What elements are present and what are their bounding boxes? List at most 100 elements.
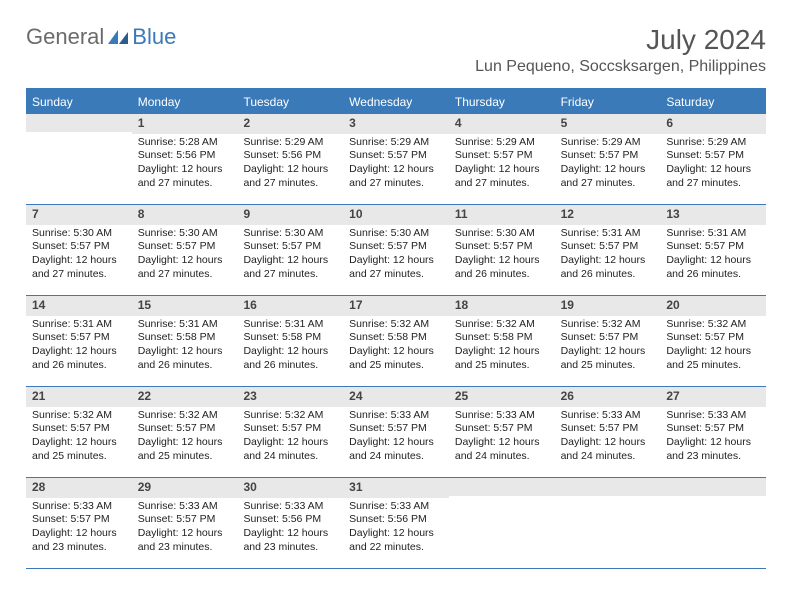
cell-body: Sunrise: 5:33 AMSunset: 5:56 PMDaylight:…: [237, 498, 343, 561]
calendar-cell: 25Sunrise: 5:33 AMSunset: 5:57 PMDayligh…: [449, 387, 555, 477]
day-number: 12: [555, 205, 661, 225]
sunset-text: Sunset: 5:57 PM: [455, 240, 549, 254]
daylight-text: Daylight: 12 hours and 26 minutes.: [561, 254, 655, 281]
sunrise-text: Sunrise: 5:31 AM: [666, 227, 760, 241]
sunrise-text: Sunrise: 5:33 AM: [349, 500, 443, 514]
sunrise-text: Sunrise: 5:29 AM: [243, 136, 337, 150]
daylight-text: Daylight: 12 hours and 26 minutes.: [32, 345, 126, 372]
sunset-text: Sunset: 5:57 PM: [138, 422, 232, 436]
cell-body: Sunrise: 5:33 AMSunset: 5:57 PMDaylight:…: [343, 407, 449, 470]
day-number: 17: [343, 296, 449, 316]
cell-body: Sunrise: 5:32 AMSunset: 5:57 PMDaylight:…: [26, 407, 132, 470]
cell-body: Sunrise: 5:32 AMSunset: 5:57 PMDaylight:…: [132, 407, 238, 470]
calendar-cell: 12Sunrise: 5:31 AMSunset: 5:57 PMDayligh…: [555, 205, 661, 295]
daylight-text: Daylight: 12 hours and 25 minutes.: [455, 345, 549, 372]
sunset-text: Sunset: 5:57 PM: [32, 331, 126, 345]
daylight-text: Daylight: 12 hours and 24 minutes.: [243, 436, 337, 463]
sunset-text: Sunset: 5:56 PM: [349, 513, 443, 527]
daylight-text: Daylight: 12 hours and 24 minutes.: [455, 436, 549, 463]
cell-body: Sunrise: 5:31 AMSunset: 5:57 PMDaylight:…: [555, 225, 661, 288]
sunrise-text: Sunrise: 5:30 AM: [138, 227, 232, 241]
cell-body: Sunrise: 5:29 AMSunset: 5:56 PMDaylight:…: [237, 134, 343, 197]
cell-body: Sunrise: 5:33 AMSunset: 5:57 PMDaylight:…: [132, 498, 238, 561]
calendar-cell: 21Sunrise: 5:32 AMSunset: 5:57 PMDayligh…: [26, 387, 132, 477]
location: Lun Pequeno, Soccsksargen, Philippines: [475, 58, 766, 76]
calendar-cell: 3Sunrise: 5:29 AMSunset: 5:57 PMDaylight…: [343, 114, 449, 204]
calendar-cell: 23Sunrise: 5:32 AMSunset: 5:57 PMDayligh…: [237, 387, 343, 477]
daylight-text: Daylight: 12 hours and 26 minutes.: [666, 254, 760, 281]
dayhead-saturday: Saturday: [660, 90, 766, 114]
sunset-text: Sunset: 5:57 PM: [561, 422, 655, 436]
cell-body: Sunrise: 5:29 AMSunset: 5:57 PMDaylight:…: [555, 134, 661, 197]
month-title: July 2024: [475, 24, 766, 56]
sunset-text: Sunset: 5:57 PM: [32, 240, 126, 254]
calendar-cell: 26Sunrise: 5:33 AMSunset: 5:57 PMDayligh…: [555, 387, 661, 477]
calendar-cell: 1Sunrise: 5:28 AMSunset: 5:56 PMDaylight…: [132, 114, 238, 204]
cell-body: [555, 496, 661, 504]
day-number: 26: [555, 387, 661, 407]
cell-body: Sunrise: 5:32 AMSunset: 5:57 PMDaylight:…: [555, 316, 661, 379]
sunset-text: Sunset: 5:57 PM: [666, 240, 760, 254]
daylight-text: Daylight: 12 hours and 27 minutes.: [561, 163, 655, 190]
day-number: 18: [449, 296, 555, 316]
sunset-text: Sunset: 5:57 PM: [561, 149, 655, 163]
sunset-text: Sunset: 5:57 PM: [349, 422, 443, 436]
calendar-cell: 10Sunrise: 5:30 AMSunset: 5:57 PMDayligh…: [343, 205, 449, 295]
sunrise-text: Sunrise: 5:32 AM: [32, 409, 126, 423]
sunrise-text: Sunrise: 5:33 AM: [561, 409, 655, 423]
day-number: 11: [449, 205, 555, 225]
sunset-text: Sunset: 5:56 PM: [243, 513, 337, 527]
daylight-text: Daylight: 12 hours and 23 minutes.: [243, 527, 337, 554]
daylight-text: Daylight: 12 hours and 27 minutes.: [349, 163, 443, 190]
daylight-text: Daylight: 12 hours and 27 minutes.: [243, 254, 337, 281]
cell-body: Sunrise: 5:32 AMSunset: 5:58 PMDaylight:…: [449, 316, 555, 379]
daylight-text: Daylight: 12 hours and 24 minutes.: [561, 436, 655, 463]
sunrise-text: Sunrise: 5:33 AM: [666, 409, 760, 423]
logo-text-general: General: [26, 24, 104, 50]
day-number: 13: [660, 205, 766, 225]
daylight-text: Daylight: 12 hours and 26 minutes.: [455, 254, 549, 281]
calendar-cell: 16Sunrise: 5:31 AMSunset: 5:58 PMDayligh…: [237, 296, 343, 386]
day-number: 21: [26, 387, 132, 407]
day-number: 24: [343, 387, 449, 407]
cell-body: [449, 496, 555, 504]
cell-body: Sunrise: 5:30 AMSunset: 5:57 PMDaylight:…: [237, 225, 343, 288]
sunset-text: Sunset: 5:58 PM: [349, 331, 443, 345]
calendar-cell: [26, 114, 132, 204]
dayhead-friday: Friday: [555, 90, 661, 114]
daylight-text: Daylight: 12 hours and 27 minutes.: [243, 163, 337, 190]
week-row: 21Sunrise: 5:32 AMSunset: 5:57 PMDayligh…: [26, 387, 766, 478]
calendar-cell: 18Sunrise: 5:32 AMSunset: 5:58 PMDayligh…: [449, 296, 555, 386]
cell-body: Sunrise: 5:30 AMSunset: 5:57 PMDaylight:…: [449, 225, 555, 288]
cell-body: Sunrise: 5:33 AMSunset: 5:57 PMDaylight:…: [26, 498, 132, 561]
cell-body: Sunrise: 5:31 AMSunset: 5:58 PMDaylight:…: [237, 316, 343, 379]
calendar-cell: 22Sunrise: 5:32 AMSunset: 5:57 PMDayligh…: [132, 387, 238, 477]
daylight-text: Daylight: 12 hours and 27 minutes.: [138, 163, 232, 190]
daylight-text: Daylight: 12 hours and 25 minutes.: [349, 345, 443, 372]
day-number: 1: [132, 114, 238, 134]
day-number: 8: [132, 205, 238, 225]
sunrise-text: Sunrise: 5:29 AM: [455, 136, 549, 150]
sunrise-text: Sunrise: 5:33 AM: [455, 409, 549, 423]
day-number: 16: [237, 296, 343, 316]
cell-body: Sunrise: 5:33 AMSunset: 5:57 PMDaylight:…: [555, 407, 661, 470]
sunset-text: Sunset: 5:57 PM: [243, 422, 337, 436]
sunrise-text: Sunrise: 5:32 AM: [561, 318, 655, 332]
cell-body: Sunrise: 5:30 AMSunset: 5:57 PMDaylight:…: [26, 225, 132, 288]
day-number: 25: [449, 387, 555, 407]
calendar-cell: 11Sunrise: 5:30 AMSunset: 5:57 PMDayligh…: [449, 205, 555, 295]
weeks-container: 1Sunrise: 5:28 AMSunset: 5:56 PMDaylight…: [26, 114, 766, 569]
daylight-text: Daylight: 12 hours and 23 minutes.: [138, 527, 232, 554]
sunset-text: Sunset: 5:57 PM: [561, 240, 655, 254]
sunset-text: Sunset: 5:57 PM: [243, 240, 337, 254]
day-header-row: Sunday Monday Tuesday Wednesday Thursday…: [26, 90, 766, 114]
cell-body: Sunrise: 5:33 AMSunset: 5:57 PMDaylight:…: [449, 407, 555, 470]
sunrise-text: Sunrise: 5:31 AM: [561, 227, 655, 241]
sunset-text: Sunset: 5:57 PM: [455, 149, 549, 163]
calendar-cell: 15Sunrise: 5:31 AMSunset: 5:58 PMDayligh…: [132, 296, 238, 386]
day-number: 7: [26, 205, 132, 225]
calendar-cell: 31Sunrise: 5:33 AMSunset: 5:56 PMDayligh…: [343, 478, 449, 568]
cell-body: Sunrise: 5:32 AMSunset: 5:57 PMDaylight:…: [237, 407, 343, 470]
day-number: 19: [555, 296, 661, 316]
day-number: 10: [343, 205, 449, 225]
